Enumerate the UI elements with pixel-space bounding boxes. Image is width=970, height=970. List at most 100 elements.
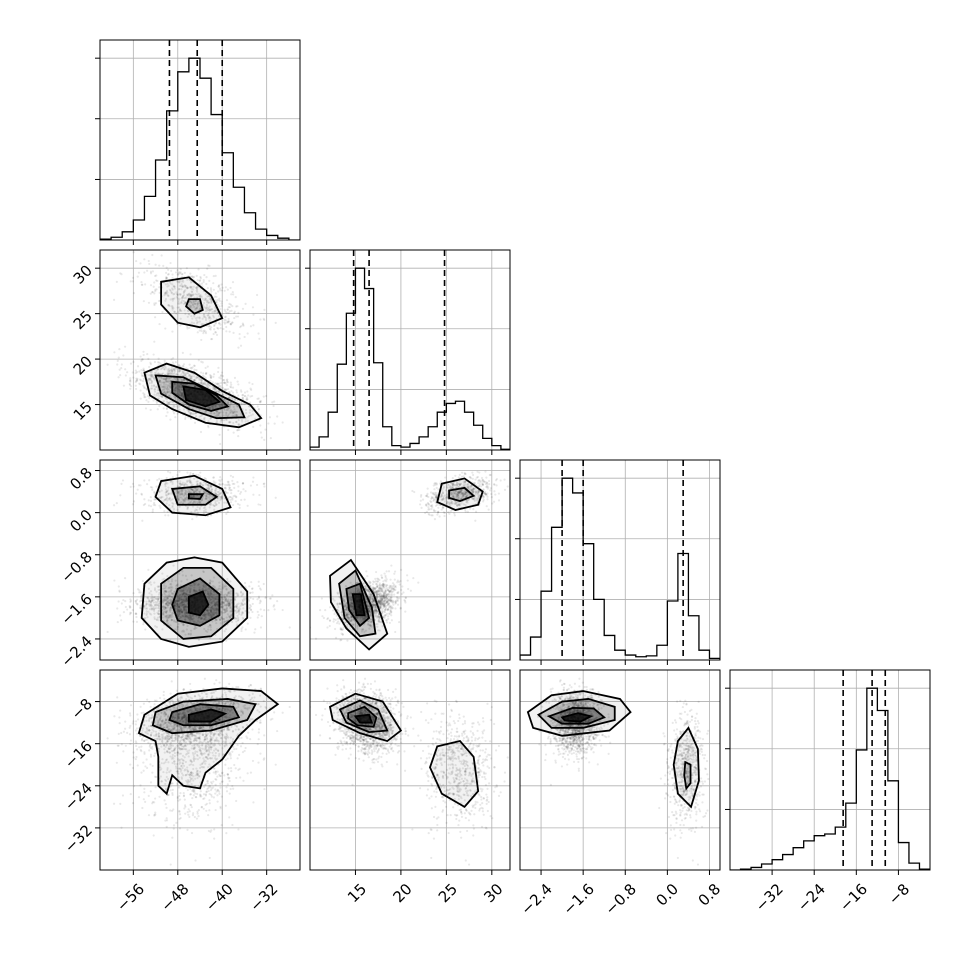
sample-point [218,495,221,498]
sample-point [220,289,224,292]
sample-point [195,289,198,292]
sample-point [241,394,244,397]
sample-point [205,410,208,413]
sample-point [202,381,206,384]
sample-point [187,586,190,590]
sample-point [407,587,410,591]
sample-point [229,420,232,424]
sample-point [169,372,172,376]
sample-point [155,394,158,397]
sample-point [167,380,170,383]
sample-point [136,377,139,380]
sample-point [163,389,166,392]
sample-point [288,626,291,629]
hist-bin [244,213,255,240]
sample-point [121,479,125,482]
sample-point [202,382,205,386]
sample-point [157,604,160,607]
sample-point [220,603,223,606]
sample-point [189,285,192,288]
sample-point [117,585,120,588]
sample-point [246,622,249,625]
sample-point [215,612,219,615]
sample-point [187,372,190,375]
sample-point [171,306,174,310]
sample-point [177,389,181,392]
sample-point [226,600,229,603]
sample-point [190,618,194,621]
sample-point [223,501,226,504]
sample-point [182,623,185,626]
sample-point [202,584,205,587]
sample-point [156,597,160,600]
sample-point [381,588,384,592]
sample-point [231,305,234,308]
sample-point [209,376,213,379]
sample-point [197,638,201,641]
sample-point [205,487,208,490]
hist-bin [167,111,178,240]
sample-point [225,594,229,597]
sample-point [209,288,213,291]
sample-point [223,608,226,611]
sample-point [241,396,244,399]
sample-point [146,607,149,610]
sample-point [231,414,234,417]
sample-point [247,599,251,602]
hist-bin [337,364,346,450]
sample-point [385,601,389,604]
sample-point [190,377,193,380]
sample-point [197,376,200,379]
sample-point [195,615,198,618]
sample-point [205,609,208,612]
sample-point [177,491,180,494]
sample-point [185,494,189,497]
sample-point [173,603,176,606]
sample-point [129,611,132,614]
sample-point [220,606,223,609]
sample-point [166,619,169,622]
sample-point [208,617,211,620]
sample-point [177,272,180,275]
sample-point [219,411,222,414]
sample-point [141,579,144,583]
sample-point [192,472,195,476]
sample-point [141,380,145,383]
sample-point [211,387,215,390]
sample-point [202,332,205,335]
sample-point [158,379,162,383]
sample-point [161,605,165,608]
sample-point [503,478,506,481]
sample-point [186,507,189,511]
sample-point [193,368,196,371]
sample-point [235,421,238,424]
sample-point [137,484,141,487]
sample-point [221,603,224,606]
sample-point [209,503,213,506]
sample-point [168,382,171,386]
sample-point [182,605,185,609]
sample-point [230,411,233,414]
sample-point [207,611,211,615]
sample-point [220,497,223,500]
sample-point [204,376,207,380]
sample-point [217,403,220,407]
sample-point [185,497,188,500]
sample-point [220,497,223,500]
sample-point [147,597,150,600]
sample-point [216,490,219,494]
sample-point [165,590,168,593]
sample-point [173,590,177,593]
sample-point [177,613,180,616]
sample-point [209,612,212,615]
sample-point [169,261,172,265]
sample-point [447,501,451,504]
sample-point [173,382,176,385]
sample-point [190,487,193,490]
sample-point [157,372,160,375]
sample-point [245,398,249,401]
sample-point [132,620,135,623]
sample-point [199,293,202,297]
sample-point [157,394,160,397]
sample-point [376,614,380,618]
